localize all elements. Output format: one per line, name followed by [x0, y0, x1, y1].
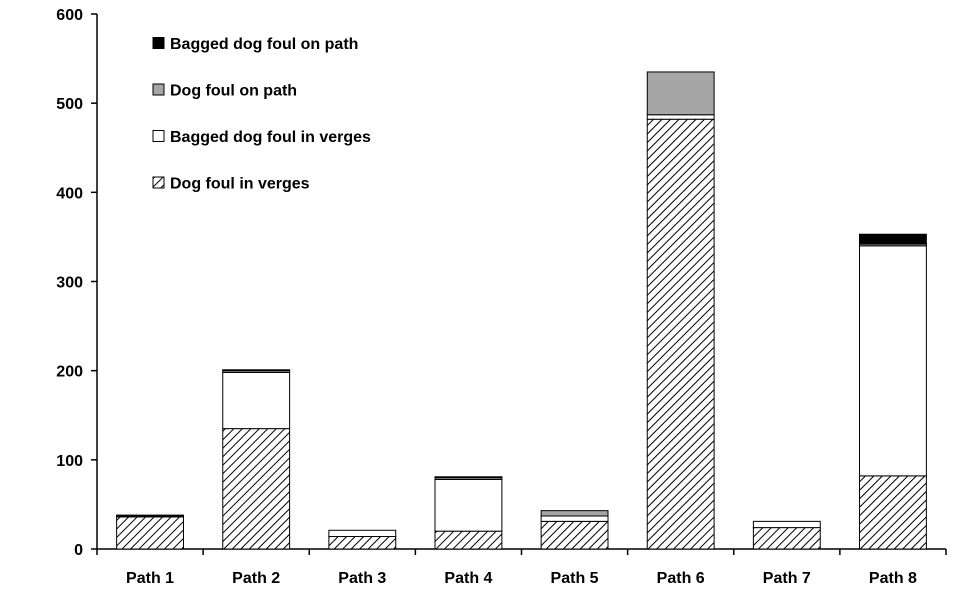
bar-segment	[646, 71, 715, 116]
bar-segment	[540, 520, 609, 550]
bar-segment	[646, 118, 715, 550]
bar-segment	[540, 515, 609, 522]
x-tick-label: Path 2	[232, 570, 280, 587]
legend-label: Dog foul in verges	[170, 176, 310, 193]
bar-segment	[540, 510, 609, 517]
bar-segment	[328, 529, 397, 538]
y-tick-label: 300	[56, 275, 83, 292]
bar-segment	[859, 475, 927, 550]
bar-segment	[222, 369, 291, 372]
y-tick-label: 0	[74, 542, 83, 559]
bar-segment	[434, 530, 503, 550]
tick-labels: 0 100 200 300 400 500 600 Path 1 Path 2 Path 3 Pat…	[56, 7, 917, 587]
legend-label: Bagged dog foul in verges	[170, 129, 371, 146]
bar-segment	[222, 428, 291, 550]
y-tick-label: 600	[56, 7, 83, 24]
legend-swatch	[152, 130, 165, 142]
bar-segment	[434, 476, 503, 479]
bar-segment	[859, 233, 927, 245]
x-tick-label: Path 1	[126, 570, 174, 587]
bars	[116, 71, 927, 550]
bar-segment	[752, 520, 821, 529]
legend-swatch	[152, 83, 165, 96]
bar-segment	[646, 114, 715, 120]
y-tick-label: 200	[56, 364, 83, 381]
x-tick-label: Path 8	[869, 570, 917, 587]
legend: Bagged dog foul on path Dog foul on path B…	[152, 36, 371, 193]
bar-segment	[116, 514, 184, 517]
legend-swatch	[152, 37, 165, 49]
x-tick-label: Path 5	[551, 570, 599, 587]
x-tick-label: Path 3	[338, 570, 386, 587]
y-tick-label: 100	[56, 453, 83, 470]
legend-label: Bagged dog foul on path	[170, 36, 358, 53]
bar-segment	[859, 245, 927, 477]
bar-segment	[222, 371, 291, 430]
y-tick-label: 500	[56, 96, 83, 113]
x-tick-label: Path 4	[444, 570, 492, 587]
bar-segment	[434, 478, 503, 532]
bar-segment	[752, 527, 821, 550]
bar-segment	[116, 516, 184, 550]
x-tick-label: Path 7	[763, 570, 811, 587]
legend-swatch	[152, 176, 165, 189]
y-tick-label: 400	[56, 185, 83, 202]
x-tick-label: Path 6	[657, 570, 705, 587]
bar-segment	[328, 536, 397, 550]
legend-label: Dog foul on path	[170, 83, 297, 100]
